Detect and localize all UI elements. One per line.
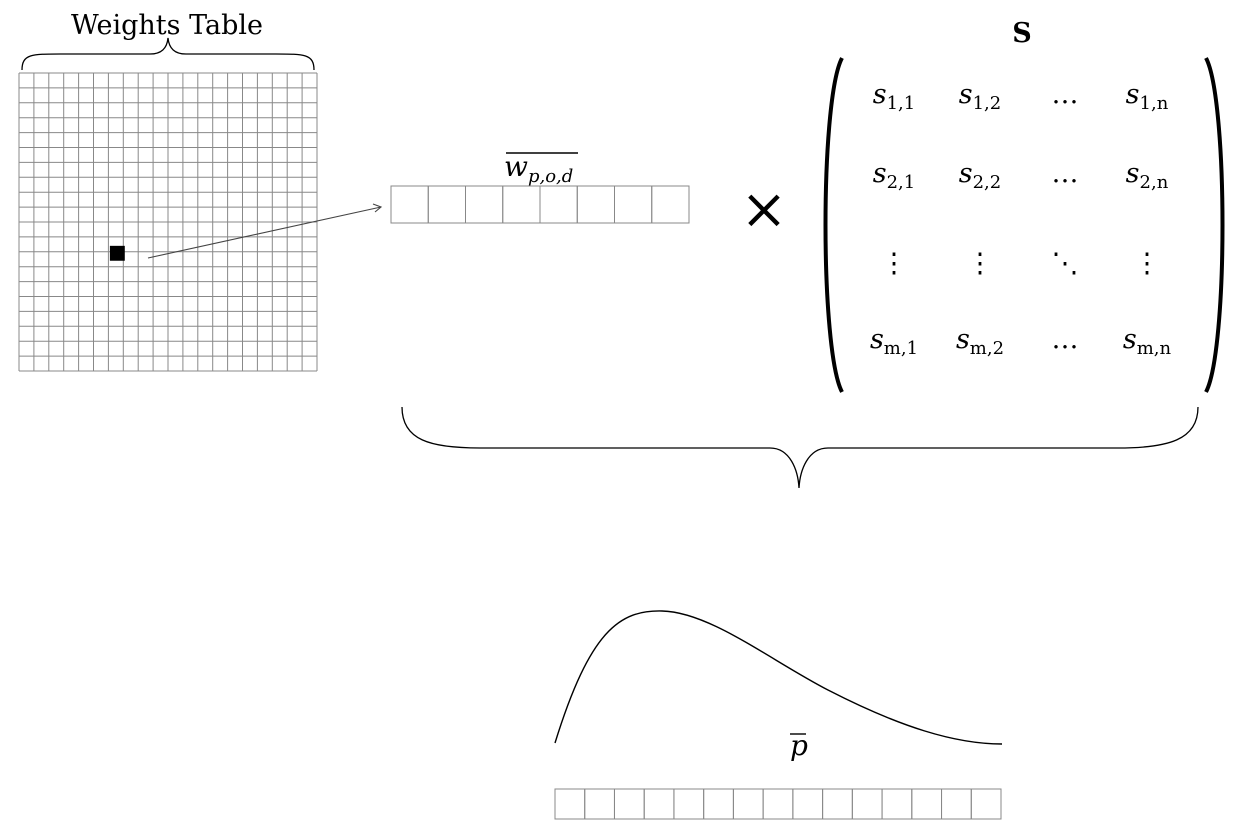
matrix-entry: sm,n bbox=[1123, 324, 1172, 359]
matrix-entry: ⋮ bbox=[967, 248, 994, 279]
weight-vector-cell bbox=[427, 185, 466, 224]
weight-vector-cell bbox=[390, 185, 429, 224]
output-vector-label: p bbox=[790, 729, 808, 762]
matrix-entry: s2,2 bbox=[959, 158, 1002, 193]
matrix-entry: s2,n bbox=[1126, 158, 1169, 193]
matrix-entry: … bbox=[1052, 158, 1079, 189]
matrix-entry: s1,1 bbox=[873, 79, 916, 114]
weight-vector-cell bbox=[614, 185, 653, 224]
probability-curve bbox=[554, 610, 1003, 745]
output-vector-cell bbox=[851, 788, 883, 820]
output-vector-cell bbox=[584, 788, 615, 820]
output-vector-cell bbox=[613, 788, 645, 820]
output-vector-cell bbox=[881, 788, 913, 820]
output-vector-cell bbox=[792, 788, 824, 820]
matrix-entry: ⋮ bbox=[881, 248, 908, 279]
output-vector-cell bbox=[822, 788, 853, 820]
output-vector bbox=[554, 788, 1002, 820]
matrix-entry: ⋮ bbox=[1134, 248, 1161, 279]
output-vector-cell bbox=[554, 788, 586, 820]
matrix-entry: sm,1 bbox=[870, 324, 918, 359]
weight-vector-cell bbox=[539, 185, 578, 224]
weight-vector-cell bbox=[465, 185, 504, 224]
matrix-entry: s2,1 bbox=[873, 158, 916, 193]
matrix-entry: sm,2 bbox=[956, 324, 1004, 359]
weight-vector-label: wp,o,d bbox=[504, 150, 573, 187]
weights-table-title: Weights Table bbox=[71, 10, 263, 41]
weight-vector-cell bbox=[502, 185, 541, 224]
output-vector-cell bbox=[732, 788, 764, 820]
selection-arrow-head bbox=[372, 203, 383, 213]
multiply-operator: × bbox=[741, 177, 788, 242]
matrix-entry: ⋱ bbox=[1052, 248, 1079, 279]
output-vector-cell bbox=[643, 788, 675, 820]
output-vector-cell bbox=[673, 788, 705, 820]
matrix-left-paren bbox=[823, 57, 844, 393]
output-vector-cell bbox=[703, 788, 734, 820]
weight-vector bbox=[390, 185, 690, 224]
matrix-entries: s1,1 s1,2 … s1,n s2,1 s2,2 … s2,n ⋮ ⋮ ⋱ ⋮ sm,1 sm,2 … s… bbox=[870, 79, 1172, 359]
matrix-entry: s1,n bbox=[1126, 79, 1169, 114]
output-vector-cell bbox=[911, 788, 943, 820]
product-brace bbox=[401, 406, 1199, 489]
output-vector-cell bbox=[762, 788, 794, 820]
weights-table-grid bbox=[18, 72, 318, 372]
matrix-name: S bbox=[1012, 18, 1032, 49]
matrix-right-paren bbox=[1204, 57, 1225, 393]
weight-vector-cell bbox=[576, 185, 615, 224]
output-vector-cell bbox=[970, 788, 1002, 820]
output-vector-cell bbox=[941, 788, 972, 820]
matrix-entry: s1,2 bbox=[959, 79, 1002, 114]
matrix-entry: … bbox=[1052, 324, 1079, 355]
selected-weight-cell bbox=[109, 245, 125, 261]
weight-vector-cell bbox=[651, 185, 690, 224]
matrix-entry: … bbox=[1052, 79, 1079, 110]
weights-table-brace bbox=[21, 37, 315, 71]
selection-arrow bbox=[147, 206, 382, 259]
